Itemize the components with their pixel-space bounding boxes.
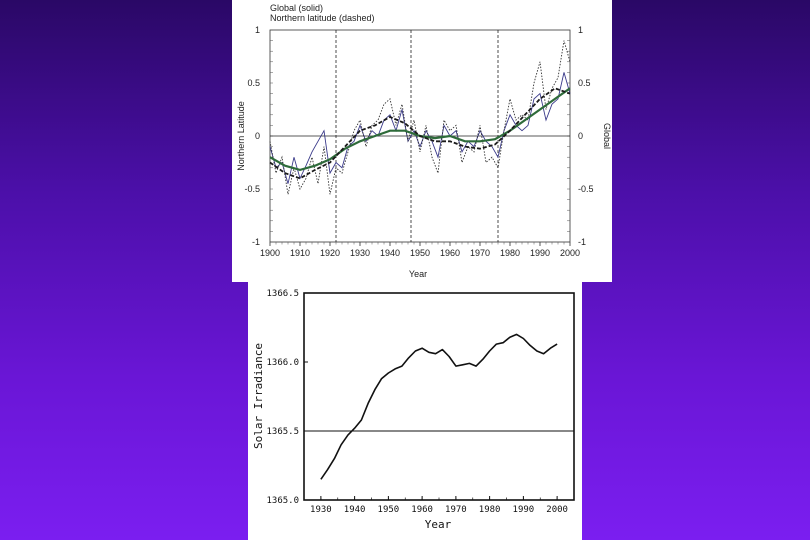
- y-tick-labels-left: 1 0.5 0 -0.5 -1: [244, 25, 260, 247]
- x-tick-labels: 1900 1910 1920 1930 1940 1950 1960 1970 1980 1990…: [260, 248, 580, 258]
- y-tick-label-1366.5: 1366.5: [266, 289, 299, 299]
- y-tick-label-right--1: -1: [578, 237, 586, 247]
- y-tick-label-left-0: 0: [255, 131, 260, 141]
- y-tick-label-1366.0: 1366.0: [266, 358, 299, 368]
- x-tick-label-1990: 1990: [530, 248, 550, 258]
- x-tick-label-1990: 1990: [513, 505, 535, 515]
- y-tick-labels: 1366.5 1366.0 1365.5 1365.0: [266, 289, 299, 506]
- y-tick-labels-right: 1 0.5 0 -0.5 -1: [578, 25, 594, 247]
- y-tick-label-left--1: -1: [252, 237, 260, 247]
- y-tick-label-left-0.5: 0.5: [247, 78, 260, 88]
- y-axis-title-left: Northern Latitude: [236, 101, 246, 171]
- x-tick-label-1980: 1980: [500, 248, 520, 258]
- series-line-global-smoothed: [269, 87, 571, 172]
- x-axis-title: Year: [425, 518, 452, 531]
- series-line-northern-latitude-annual: [269, 40, 571, 195]
- temperature-anomaly-chart: Global (solid) Northern latitude (dashed…: [236, 3, 612, 279]
- legend-northern-dashed: Northern latitude (dashed): [270, 13, 375, 23]
- series-group: [320, 333, 558, 480]
- series-line-northern-latitude-smoothed: [269, 87, 571, 180]
- x-tick-labels: 1930 1940 1950 1960 1970 1980 1990 2000: [310, 505, 568, 515]
- tick-marks: [304, 292, 558, 501]
- y-tick-label-right-0: 0: [578, 131, 583, 141]
- y-tick-label-left--0.5: -0.5: [244, 184, 260, 194]
- x-tick-label-1920: 1920: [320, 248, 340, 258]
- x-tick-label-2000: 2000: [546, 505, 568, 515]
- y-tick-label-1365.5: 1365.5: [266, 427, 299, 437]
- x-tick-label-2000: 2000: [560, 248, 580, 258]
- temperature-anomaly-chart-panel: Global (solid) Northern latitude (dashed…: [232, 0, 612, 282]
- x-tick-label-1930: 1930: [350, 248, 370, 258]
- x-tick-label-1960: 1960: [440, 248, 460, 258]
- x-tick-label-1900: 1900: [260, 248, 280, 258]
- x-tick-label-1970: 1970: [445, 505, 467, 515]
- series-line-solar-irradiance: [320, 333, 558, 480]
- solar-irradiance-chart-panel: 1930 1940 1950 1960 1970 1980 1990 2000 1366.5 1…: [248, 282, 582, 540]
- x-tick-label-1950: 1950: [410, 248, 430, 258]
- y-tick-label-right--0.5: -0.5: [578, 184, 594, 194]
- x-tick-label-1980: 1980: [479, 505, 501, 515]
- x-tick-label-1910: 1910: [290, 248, 310, 258]
- x-tick-label-1940: 1940: [380, 248, 400, 258]
- y-tick-label-right-0.5: 0.5: [578, 78, 591, 88]
- y-tick-label-left-1: 1: [255, 25, 260, 35]
- x-axis-title: Year: [409, 269, 427, 279]
- y-axis-title-right: Global: [602, 123, 612, 149]
- legend-global-solid: Global (solid): [270, 3, 323, 13]
- y-tick-label-right-1: 1: [578, 25, 583, 35]
- x-tick-label-1930: 1930: [310, 505, 332, 515]
- tick-marks: [269, 29, 571, 246]
- series-group: [269, 40, 571, 195]
- series-line-global-annual: [269, 72, 571, 184]
- y-axis-title: Solar Irradiance: [252, 343, 265, 449]
- x-tick-label-1950: 1950: [378, 505, 400, 515]
- x-tick-label-1940: 1940: [344, 505, 366, 515]
- solar-irradiance-chart: 1930 1940 1950 1960 1970 1980 1990 2000 1366.51…: [252, 289, 575, 531]
- plot-frame: [303, 292, 575, 501]
- x-tick-label-1970: 1970: [470, 248, 490, 258]
- x-tick-label-1960: 1960: [411, 505, 433, 515]
- y-tick-label-1365.0: 1365.0: [266, 496, 299, 506]
